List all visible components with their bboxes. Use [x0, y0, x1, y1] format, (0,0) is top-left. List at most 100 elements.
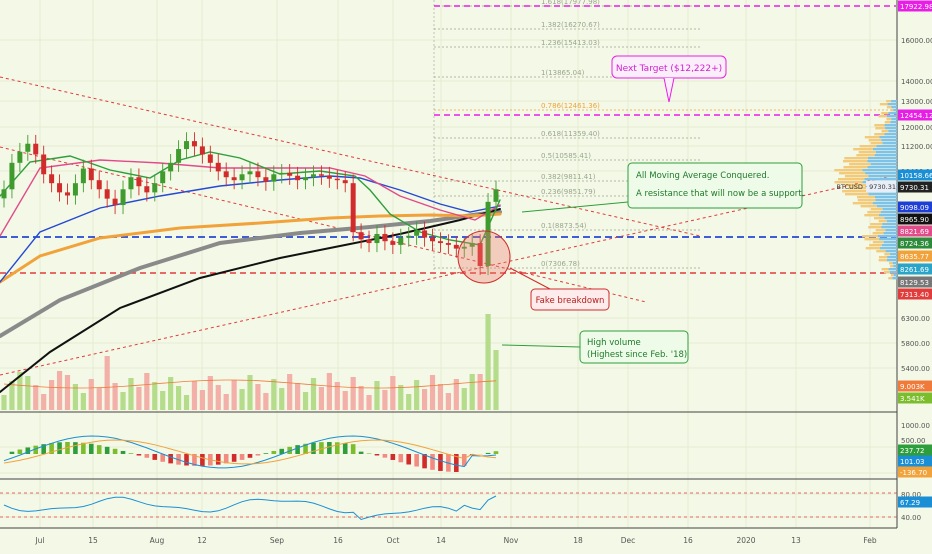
macd-hist-21	[168, 454, 173, 463]
macd-hist-33	[264, 453, 269, 454]
vp-bar-orange-53	[879, 259, 887, 261]
candle-body-2	[17, 152, 22, 163]
candle-body-35	[279, 173, 284, 174]
vp-bar-orange-43	[876, 229, 886, 231]
volume-badge-0-text: 9.003K	[900, 383, 925, 391]
macd-hist-2	[18, 449, 23, 454]
macd-hist-1	[10, 452, 15, 454]
candle-body-0	[2, 189, 7, 198]
candle-body-10	[81, 168, 86, 183]
time-tick-2: Aug	[150, 536, 165, 545]
volume-bar-35	[279, 388, 284, 410]
vp-bar-blue-55	[893, 265, 897, 267]
vp-bar-orange-55	[890, 265, 893, 267]
vp-bar-orange-59	[888, 277, 892, 279]
candle-body-22	[176, 149, 181, 163]
candle-body-11	[89, 168, 94, 180]
candle-body-14	[113, 199, 118, 205]
vp-bar-orange-58	[891, 274, 894, 276]
volume-bar-10	[81, 393, 86, 410]
macd-hist-29	[232, 454, 237, 462]
volume-bar-27	[216, 385, 221, 410]
candle-body-57	[454, 245, 459, 249]
vp-bar-blue-35	[877, 205, 897, 207]
vp-bar-orange-35	[861, 205, 877, 207]
vp-bar-orange-16	[853, 148, 873, 150]
vp-bar-orange-46	[865, 238, 880, 240]
vp-bar-orange-48	[869, 244, 881, 246]
price-badge-7-text: 8724.36	[900, 240, 929, 248]
vp-bar-blue-41	[882, 223, 897, 225]
price-badge-2-text: 10158.66	[900, 172, 932, 180]
vp-bar-orange-12	[865, 136, 879, 138]
vp-bar-blue-0	[891, 100, 897, 102]
macd-hist-20	[160, 454, 165, 462]
time-tick-11: 16	[683, 536, 693, 545]
macd-hist-7	[57, 442, 62, 454]
rsi-badge-text: 67.29	[900, 499, 920, 507]
vp-bar-orange-39	[874, 217, 884, 219]
candle-body-45	[359, 232, 364, 239]
vp-bar-blue-2	[891, 106, 897, 108]
candle-body-29	[232, 177, 237, 180]
candle-body-5	[41, 154, 46, 174]
vp-bar-blue-52	[887, 256, 897, 258]
macd-hist-19	[152, 454, 157, 460]
volume-tick-0: 6300.00	[901, 315, 930, 323]
vp-bar-orange-54	[889, 262, 893, 264]
vp-bar-orange-45	[862, 235, 878, 237]
time-tick-12: 2020	[736, 536, 755, 545]
price-badge-5-text: 8965.90	[900, 216, 929, 224]
vp-bar-orange-56	[882, 268, 889, 270]
candle-body-1	[9, 163, 14, 189]
vp-bar-blue-23	[863, 169, 897, 171]
macd-badge-0-text: 237.72	[900, 447, 925, 455]
volume-bar-11	[89, 379, 94, 410]
volume-bar-3	[25, 376, 30, 410]
price-tick-0: 16000.00	[901, 37, 932, 45]
candle-body-55	[438, 241, 443, 243]
fib-label-10: 0(7306.78)	[541, 260, 580, 268]
vp-bar-blue-22	[868, 166, 897, 168]
candle-body-42	[335, 179, 340, 180]
fake-breakdown-circle	[458, 231, 510, 283]
candle-body-49	[390, 241, 395, 245]
candle-body-24	[192, 141, 197, 146]
volume-bar-1	[9, 381, 14, 410]
vp-bar-orange-9	[875, 127, 885, 129]
volume-bar-28	[224, 394, 229, 410]
volume-bar-59	[470, 374, 475, 410]
vp-bar-orange-26	[838, 178, 865, 180]
fib-label-7: 0.382(9811.41)	[541, 173, 596, 181]
vp-bar-blue-45	[878, 235, 897, 237]
vp-bar-blue-54	[893, 262, 897, 264]
macd-hist-17	[137, 454, 142, 456]
vp-bar-blue-8	[885, 124, 897, 126]
volume-bar-52	[414, 380, 419, 410]
price-badge-3-text: 9730.31	[900, 184, 929, 192]
vp-bar-orange-34	[853, 202, 873, 204]
candle-body-16	[128, 177, 133, 189]
vp-bar-blue-40	[887, 220, 897, 222]
volume-bar-6	[49, 380, 54, 410]
vp-bar-orange-41	[870, 223, 882, 225]
macd-hist-46	[367, 453, 372, 454]
time-tick-8: Nov	[504, 536, 519, 545]
macd-hist-39	[311, 443, 316, 454]
vp-bar-orange-36	[871, 208, 883, 210]
fib-label-5: 0.618(11359.40)	[541, 130, 600, 138]
candle-body-18	[144, 186, 149, 192]
time-tick-4: Sep	[270, 536, 284, 545]
vp-bar-orange-0	[886, 100, 891, 102]
candle-body-23	[184, 141, 189, 149]
ma-callout-title: All Moving Average Conquered.	[636, 171, 769, 181]
fib-label-9: 0.1(8873.54)	[541, 222, 587, 230]
volume-bar-29	[232, 380, 237, 410]
vp-bar-blue-17	[876, 151, 897, 153]
candle-body-4	[33, 144, 38, 155]
vp-bar-blue-1	[888, 103, 897, 105]
vp-bar-blue-5	[887, 115, 897, 117]
candle-body-44	[351, 183, 356, 232]
macd-hist-43	[343, 443, 348, 454]
volume-bar-30	[239, 389, 244, 410]
